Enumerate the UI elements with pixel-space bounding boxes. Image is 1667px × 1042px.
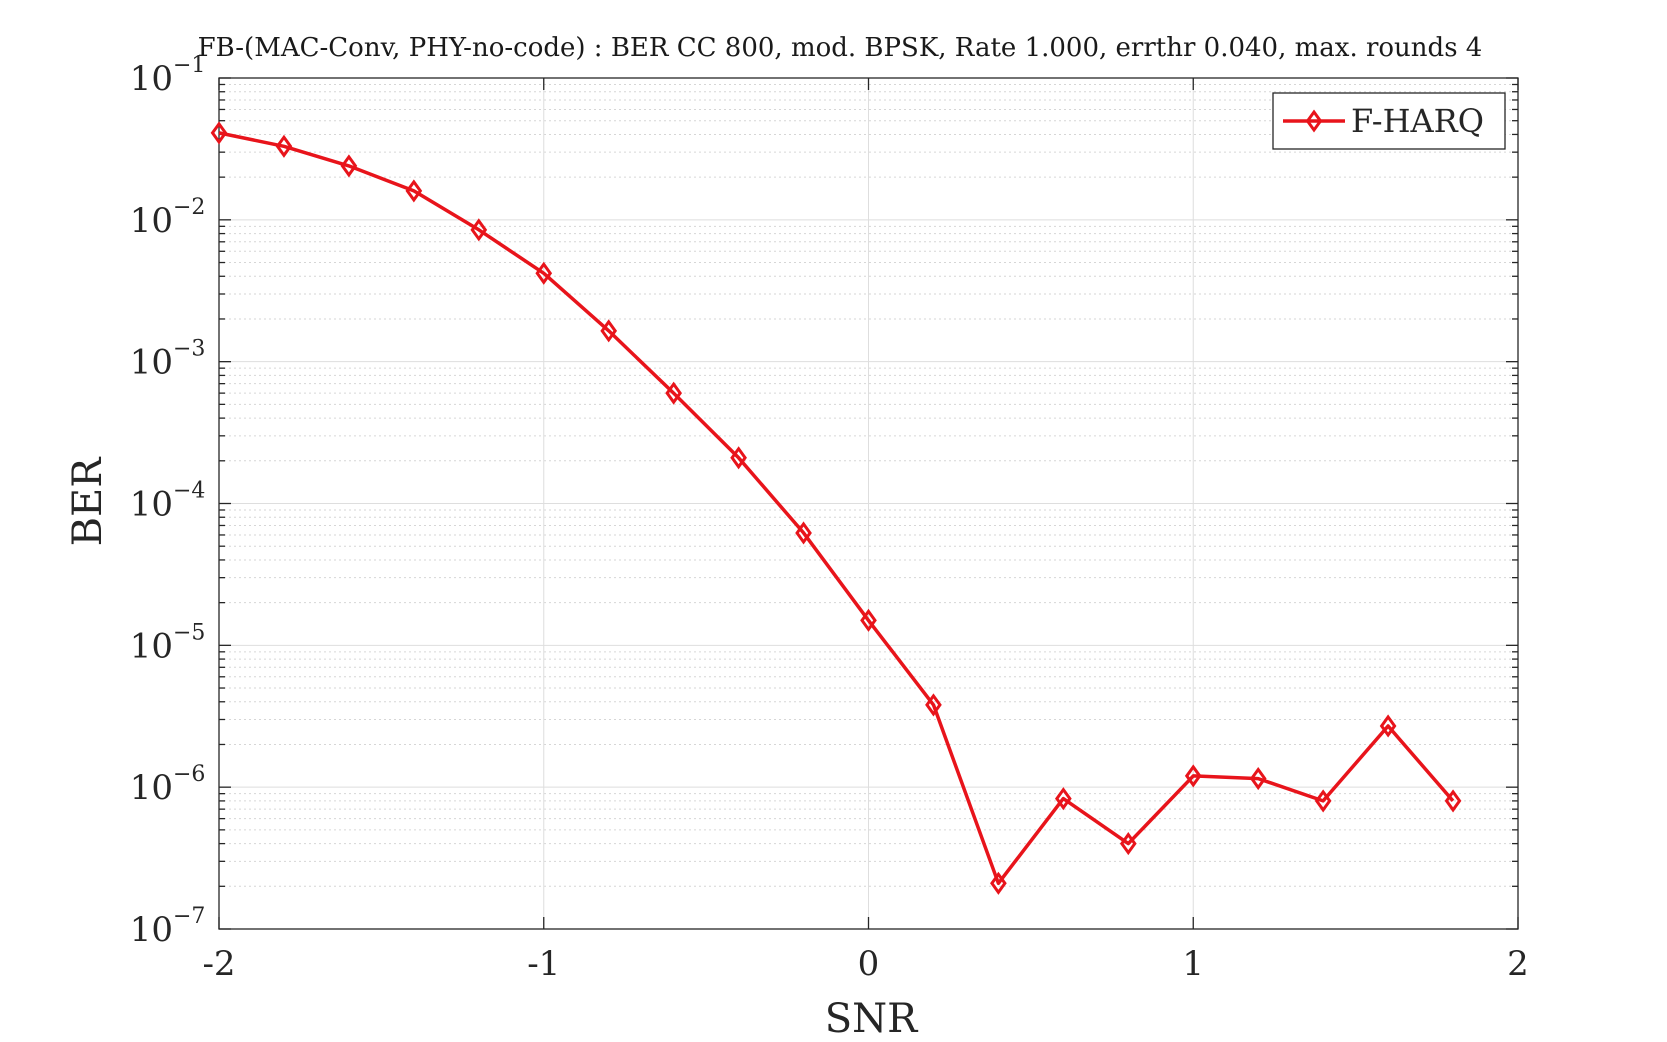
- x-tick-label: 1: [1182, 944, 1204, 984]
- y-tick-exponent: −7: [173, 904, 205, 929]
- y-tick-exponent: −4: [173, 479, 205, 504]
- y-tick-label: 10: [130, 201, 173, 241]
- y-tick-label: 10: [130, 59, 173, 99]
- y-tick-label: 10: [130, 768, 173, 808]
- x-tick-label: -1: [527, 944, 560, 984]
- data-point-diamond: [1379, 714, 1397, 738]
- series-line: [218, 131, 1455, 886]
- data-point-diamond: [990, 871, 1007, 895]
- legend-diamond-marker: [1305, 109, 1323, 133]
- y-tick-exponent: −6: [173, 762, 205, 787]
- data-point-diamond: [730, 446, 747, 470]
- x-tick-label: -2: [202, 944, 235, 984]
- y-tick-label: 10: [130, 910, 173, 950]
- data-point-diamond: [1119, 832, 1137, 856]
- data-point-diamond: [470, 218, 488, 242]
- data-point-diamond: [1054, 787, 1072, 811]
- data-point-diamond: [665, 381, 683, 405]
- legend-entry-label: F-HARQ: [1351, 102, 1484, 140]
- data-point-diamond: [860, 608, 877, 632]
- data-point-diamond: [1249, 766, 1267, 791]
- data-point-diamond: [925, 693, 942, 717]
- x-tick-label: 0: [858, 944, 880, 984]
- data-point-diamond: [1314, 789, 1332, 813]
- y-tick-exponent: −3: [173, 337, 205, 362]
- plot-lines: [210, 121, 1462, 895]
- x-axis-label: SNR: [825, 996, 919, 1042]
- chart-title: FB-(MAC-Conv, PHY-no-code) : BER CC 800,…: [198, 33, 1483, 63]
- data-point-diamond: [405, 179, 423, 203]
- data-point-diamond: [1184, 764, 1202, 788]
- y-tick-label: 10: [130, 485, 173, 525]
- y-tick-exponent: −5: [173, 620, 205, 645]
- y-tick-label: 10: [130, 626, 173, 666]
- data-point-diamond: [275, 134, 293, 158]
- data-point-diamond: [1444, 789, 1462, 813]
- data-point-diamond: [600, 319, 618, 343]
- data-point-diamond: [795, 521, 812, 545]
- y-axis-label: BER: [65, 456, 111, 547]
- data-point-diamond: [535, 261, 553, 285]
- ticks: -2 -1 0 1 210−110−210−310−410−510−610−7: [130, 53, 1529, 984]
- y-tick-label: 10: [130, 343, 173, 383]
- x-tick-label: 2: [1507, 944, 1529, 984]
- y-tick-exponent: −1: [173, 53, 205, 78]
- data-point-diamond: [340, 154, 358, 178]
- data-point-diamond: [210, 121, 228, 145]
- y-tick-exponent: −2: [173, 195, 205, 220]
- legend: F-HARQ: [1272, 92, 1506, 150]
